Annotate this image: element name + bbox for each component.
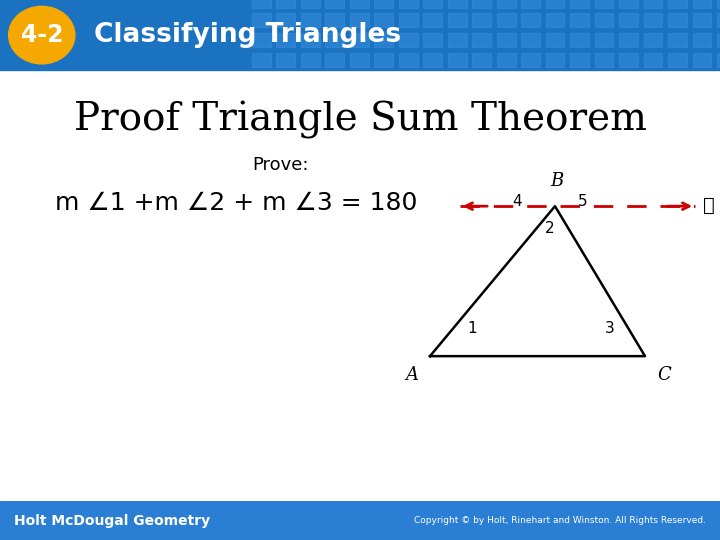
Bar [252, 14, 271, 28]
Bar [619, 33, 638, 47]
Bar [644, 0, 662, 8]
Text: 4-2: 4-2 [20, 23, 63, 47]
Bar [570, 33, 589, 47]
Bar [350, 14, 369, 28]
Text: Copyright © by Holt, Rinehart and Winston. All Rights Reserved.: Copyright © by Holt, Rinehart and Winsto… [413, 516, 706, 525]
Text: 3: 3 [605, 321, 615, 336]
Bar [276, 14, 295, 28]
Bar [668, 33, 687, 47]
Bar [644, 33, 662, 47]
Text: m ∠1 +m ∠2 + m ∠3 = 180: m ∠1 +m ∠2 + m ∠3 = 180 [55, 191, 418, 215]
Bar [521, 0, 540, 8]
Bar [668, 52, 687, 66]
Bar [374, 33, 393, 47]
Bar [350, 0, 369, 8]
Bar [595, 52, 613, 66]
Bar [644, 52, 662, 66]
Bar [644, 14, 662, 28]
Text: ℓ: ℓ [703, 197, 715, 215]
Bar [668, 14, 687, 28]
Bar [521, 52, 540, 66]
Bar [252, 52, 271, 66]
Text: Holt McDougal Geometry: Holt McDougal Geometry [14, 514, 210, 528]
Bar [374, 14, 393, 28]
Text: 4: 4 [512, 194, 522, 208]
Bar [399, 33, 418, 47]
Bar [423, 52, 442, 66]
Bar [448, 14, 467, 28]
Bar [497, 52, 516, 66]
Text: 1: 1 [467, 321, 477, 336]
Bar [252, 0, 271, 8]
Bar [325, 33, 344, 47]
Bar [301, 52, 320, 66]
Bar [472, 33, 491, 47]
Text: 2: 2 [545, 221, 555, 235]
Bar [619, 14, 638, 28]
Bar [570, 14, 589, 28]
Bar [717, 52, 720, 66]
Bar [497, 0, 516, 8]
Bar [521, 33, 540, 47]
Bar [325, 0, 344, 8]
Bar [325, 14, 344, 28]
Text: 5: 5 [578, 194, 588, 208]
Bar [521, 14, 540, 28]
Bar [546, 14, 564, 28]
Bar [717, 0, 720, 8]
Bar [301, 0, 320, 8]
Text: Classifying Triangles: Classifying Triangles [94, 22, 401, 48]
Bar [546, 33, 564, 47]
Bar [350, 33, 369, 47]
Bar [497, 33, 516, 47]
Bar [693, 14, 711, 28]
Bar [668, 0, 687, 8]
Bar [423, 0, 442, 8]
Bar [693, 52, 711, 66]
Bar [252, 33, 271, 47]
Bar [374, 0, 393, 8]
Bar [595, 14, 613, 28]
Bar [276, 0, 295, 8]
Bar [423, 14, 442, 28]
Text: Prove:: Prove: [252, 156, 308, 174]
Bar [399, 0, 418, 8]
Text: C: C [657, 366, 671, 384]
Bar [423, 33, 442, 47]
Bar [448, 0, 467, 8]
Ellipse shape [9, 6, 75, 64]
Bar [717, 14, 720, 28]
Bar [301, 33, 320, 47]
Bar [619, 52, 638, 66]
Bar [546, 52, 564, 66]
Bar [350, 52, 369, 66]
Bar [619, 0, 638, 8]
Bar [301, 14, 320, 28]
Text: Proof Triangle Sum Theorem: Proof Triangle Sum Theorem [73, 101, 647, 139]
Bar [570, 0, 589, 8]
Bar [595, 0, 613, 8]
Bar [374, 52, 393, 66]
Bar [472, 0, 491, 8]
Bar [276, 52, 295, 66]
Bar [472, 52, 491, 66]
Bar [693, 33, 711, 47]
Bar [595, 33, 613, 47]
Text: B: B [550, 172, 564, 190]
Text: A: A [405, 366, 418, 384]
Bar [399, 52, 418, 66]
Bar [497, 14, 516, 28]
Bar [546, 0, 564, 8]
Bar [399, 14, 418, 28]
Bar [448, 33, 467, 47]
Bar [693, 0, 711, 8]
Bar [325, 52, 344, 66]
Bar [472, 14, 491, 28]
Bar [448, 52, 467, 66]
Bar [717, 33, 720, 47]
Bar [570, 52, 589, 66]
Bar [276, 33, 295, 47]
